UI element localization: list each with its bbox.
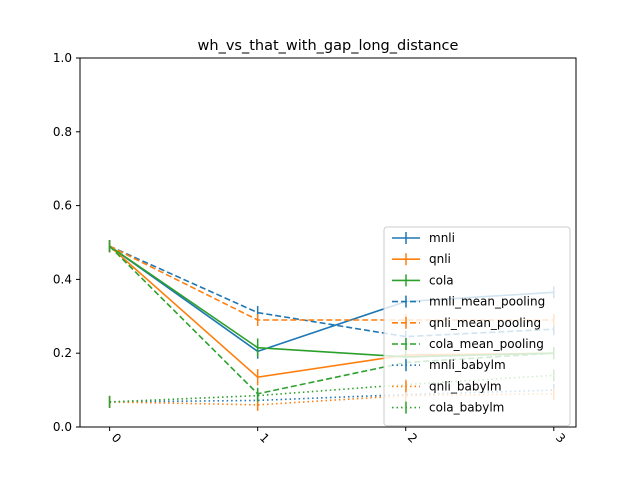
series-line xyxy=(109,245,554,338)
legend-label: cola xyxy=(429,273,454,287)
legend-label: cola_mean_pooling xyxy=(429,337,544,351)
y-tick-label: 0.4 xyxy=(53,272,72,286)
plot-frame xyxy=(79,57,577,428)
legend-label: cola_babylm xyxy=(429,401,504,415)
chart-title: wh_vs_that_with_gap_long_distance xyxy=(198,38,459,54)
y-tick-label: 0.8 xyxy=(53,125,72,139)
y-tick-label: 1.0 xyxy=(53,51,72,65)
legend-label: qnli_babylm xyxy=(429,379,502,393)
legend-item: mnli xyxy=(392,231,455,245)
legend-label: qnli_mean_pooling xyxy=(429,316,541,330)
legend-item: qnli_babylm xyxy=(392,379,502,393)
legend-item: mnli_mean_pooling xyxy=(392,295,545,309)
legend-label: mnli_babylm xyxy=(429,358,506,372)
legend-item: qnli xyxy=(392,252,451,266)
legend-label: mnli xyxy=(429,231,455,245)
y-axis: 0.0 0.2 0.4 0.6 0.8 1.0 xyxy=(53,51,80,434)
legend-box xyxy=(383,226,571,427)
legend-item: cola_babylm xyxy=(392,401,504,415)
y-tick-label: 0.2 xyxy=(53,346,72,360)
legend-item: cola xyxy=(392,273,454,287)
legend-item: cola_mean_pooling xyxy=(392,337,544,351)
legend: mnli qnli cola mnli_mean_pooling qnli_mean_p… xyxy=(383,226,571,427)
y-tick-label: 0.0 xyxy=(53,420,72,434)
legend-label: qnli xyxy=(429,252,451,266)
y-tick-label: 0.6 xyxy=(53,199,72,213)
legend-item: mnli_babylm xyxy=(392,358,506,372)
legend-label: mnli_mean_pooling xyxy=(429,295,545,309)
legend-item: qnli_mean_pooling xyxy=(392,316,541,330)
